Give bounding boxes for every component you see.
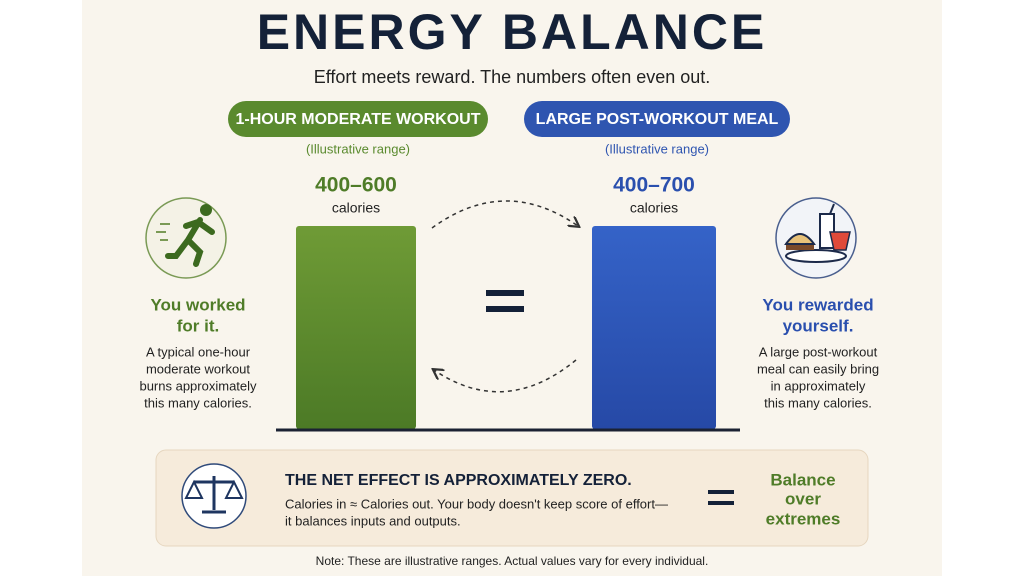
side-description: meal can easily bring	[757, 361, 879, 376]
tagline: extremes	[766, 509, 841, 528]
range: 400–700	[613, 174, 695, 197]
bar	[296, 226, 416, 429]
summary-heading: THE NET EFFECT IS APPROXIMATELY ZERO.	[285, 472, 632, 489]
meal-icon	[775, 197, 857, 279]
side-description: moderate workout	[146, 361, 250, 376]
label-pill	[524, 101, 790, 137]
side-text: You worked for it. A typical one-hour moder…	[139, 295, 879, 410]
label: LARGE POST-WORKOUT MEAL	[536, 111, 779, 128]
label: 1-HOUR MODERATE WORKOUT	[235, 111, 480, 128]
equals	[708, 490, 734, 494]
tagline: Balance	[770, 470, 835, 489]
title: ENERGY BALANCE	[257, 4, 768, 60]
bar	[592, 226, 716, 429]
side-description: A large post-workout	[759, 344, 878, 359]
unit: calories	[332, 200, 380, 216]
side-heading: for it.	[177, 316, 220, 335]
tagline: over	[785, 489, 821, 508]
footnote: Note: These are illustrative ranges. Act…	[316, 554, 709, 568]
equals	[486, 290, 524, 296]
summary-body: Calories in ≈ Calories out. Your body do…	[285, 496, 668, 511]
unit: calories	[630, 200, 678, 216]
side-heading: You rewarded	[762, 295, 873, 314]
note: (Illustrative range)	[605, 141, 709, 156]
side-description: this many calories.	[764, 395, 872, 410]
side-description: burns approximately	[139, 378, 257, 393]
summary-box	[155, 449, 869, 547]
side-description: A typical one-hour	[146, 344, 251, 359]
subtitle: Effort meets reward. The numbers often e…	[314, 67, 711, 87]
side-heading: You worked	[150, 295, 245, 314]
side-description: this many calories.	[144, 395, 252, 410]
arrow	[431, 200, 578, 229]
note: (Illustrative range)	[306, 141, 410, 156]
range: 400–600	[315, 174, 397, 197]
scale-icon	[181, 463, 247, 529]
label-pill	[228, 101, 488, 137]
side-description: in approximately	[771, 378, 866, 393]
runner-icon	[145, 197, 227, 279]
equals	[708, 501, 734, 505]
equals	[486, 306, 524, 312]
side-heading: yourself.	[783, 316, 854, 335]
summary-body: it balances inputs and outputs.	[285, 513, 461, 528]
